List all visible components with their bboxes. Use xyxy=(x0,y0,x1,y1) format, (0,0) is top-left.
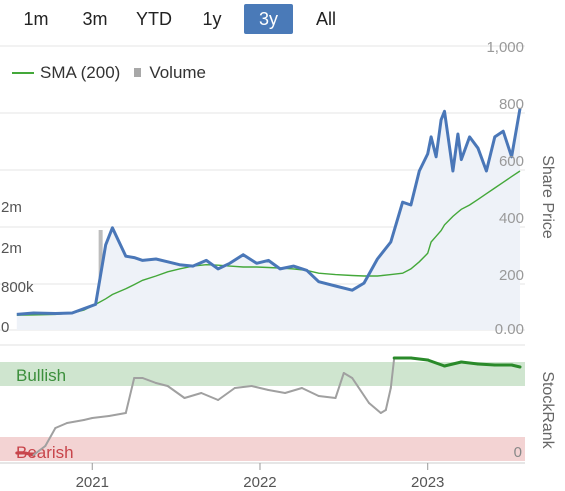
stockrank-segment xyxy=(317,395,337,399)
stockrank-segment xyxy=(368,402,382,414)
price-tick-label: 0.00 xyxy=(495,321,524,338)
stockrank-segment xyxy=(54,422,69,429)
x-tick-label: 2022 xyxy=(243,474,276,491)
range-button-all[interactable]: All xyxy=(315,9,336,29)
stockrank-segment xyxy=(200,392,220,401)
price-area-fill xyxy=(16,108,521,330)
volume-tick-label: 2m xyxy=(1,199,22,216)
range-selector: 1m 3m YTD 1y 3y All xyxy=(0,0,565,40)
axis-labels: 1,000 800 600 400 200 0.00 2m 2m 800k 0 Share Pric… xyxy=(1,39,556,338)
bearish-label: Bearish xyxy=(16,443,74,462)
stockrank-segment xyxy=(443,360,463,368)
stockrank-segment xyxy=(23,451,35,457)
stockrank-segment xyxy=(476,362,497,367)
range-button-1y[interactable]: 1y xyxy=(202,9,222,29)
rank-tick-label: 0 xyxy=(514,444,522,461)
stockrank-axis-title: StockRank xyxy=(539,371,556,449)
volume-tick-label: 800k xyxy=(1,279,34,296)
sma-legend-swatch xyxy=(12,71,34,74)
bullish-band xyxy=(0,362,525,386)
volume-legend-label[interactable]: Volume xyxy=(149,62,207,82)
price-line xyxy=(16,108,522,316)
stockrank-segment xyxy=(351,377,370,404)
x-tick-label: 2021 xyxy=(76,474,109,491)
range-button-3y[interactable]: 3y xyxy=(244,4,293,34)
stockrank-segment xyxy=(166,385,186,399)
stockrank-segment xyxy=(32,445,47,456)
stockrank-segment xyxy=(334,372,345,399)
price-tick-label: 800 xyxy=(499,96,524,113)
stockrank-segment xyxy=(141,377,157,384)
bullish-label: Bullish xyxy=(16,366,66,385)
stockrank-segment xyxy=(384,387,392,411)
stockrank-segment xyxy=(124,377,136,414)
stockrank-segment xyxy=(300,387,320,397)
x-axis: 2021 2022 2023 xyxy=(0,462,525,491)
stockrank-panel: Bullish Bearish 0 StockRank xyxy=(0,344,556,462)
stockrank-segment xyxy=(108,412,127,417)
stockrank-segment xyxy=(217,387,236,401)
price-axis-title: Share Price xyxy=(539,155,556,239)
stockrank-segment xyxy=(267,389,287,394)
stockrank-segment xyxy=(426,358,446,368)
stockrank-segment xyxy=(233,385,253,389)
price-tick-label: 600 xyxy=(499,153,524,170)
stockrank-segment xyxy=(91,415,110,419)
x-tick-label: 2023 xyxy=(411,474,444,491)
volume-legend-swatch xyxy=(134,68,142,78)
stockrank-segment xyxy=(183,392,203,399)
price-tick-label: 200 xyxy=(499,267,524,284)
price-tick-label: 400 xyxy=(499,210,524,227)
stockrank-segment xyxy=(44,427,57,447)
stockrank-segment xyxy=(459,360,480,366)
stockrank-segment xyxy=(284,387,303,394)
stockrank-segment xyxy=(82,417,94,421)
stockrank-segment xyxy=(510,363,522,369)
stockrank-segment xyxy=(342,372,354,379)
range-button-1m[interactable]: 1m xyxy=(23,9,49,29)
stockrank-segment xyxy=(155,382,169,387)
chart-legend: SMA (200) Volume xyxy=(12,62,206,84)
bearish-band xyxy=(0,437,525,461)
range-button-3m[interactable]: 3m xyxy=(82,9,108,29)
stockrank-segment xyxy=(66,419,85,424)
stockrank-segment xyxy=(409,356,430,362)
price-tick-label: 1,000 xyxy=(486,39,524,56)
sma-legend-label[interactable]: SMA (200) xyxy=(40,62,121,82)
range-button-ytd[interactable]: YTD xyxy=(136,9,172,29)
stockrank-segment xyxy=(250,385,270,391)
sma-line xyxy=(16,170,521,316)
volume-tick-label: 0 xyxy=(1,319,9,336)
stockrank-segment xyxy=(389,357,396,389)
volume-tick-label: 2m xyxy=(1,240,22,257)
